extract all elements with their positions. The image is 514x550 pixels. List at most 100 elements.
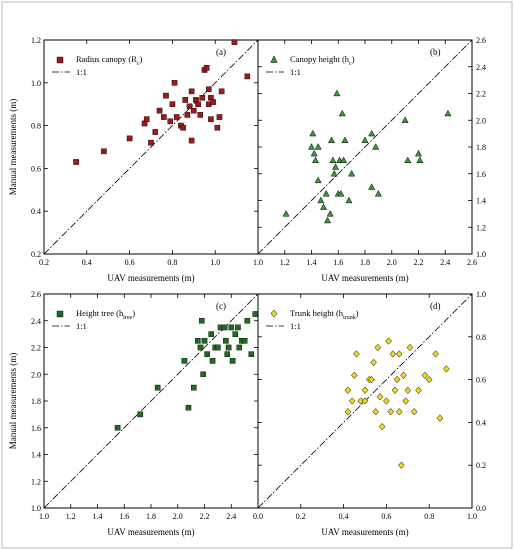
y-tick-label: 0.8 [476, 333, 486, 342]
data-point [387, 408, 395, 416]
data-point [345, 196, 353, 204]
data-point [322, 189, 330, 197]
data-point [425, 375, 433, 384]
y-tick-label: 0.4 [476, 418, 486, 427]
data-point [195, 338, 201, 344]
x-tick-label: 1.0 [253, 258, 263, 267]
data-point [173, 114, 180, 120]
data-point [338, 109, 346, 117]
y-tick-label: 1.4 [476, 197, 486, 206]
data-point [185, 404, 192, 411]
data-point [314, 176, 322, 184]
data-point [244, 317, 251, 324]
data-point [436, 414, 444, 422]
x-tick-label: 1.8 [146, 512, 156, 521]
legend-marker [270, 309, 278, 318]
x-axis-label: UAV measurements (m) [107, 273, 194, 283]
legend-label: Radius canopy (Rc) [76, 54, 143, 67]
x-tick-label: 0.2 [39, 258, 49, 267]
data-point [368, 375, 375, 384]
y-tick-label: 0.8 [31, 122, 41, 131]
data-point [340, 156, 348, 164]
data-point [137, 411, 144, 418]
data-point [231, 39, 238, 45]
y-axis-label: Manual measurements (m) [8, 353, 18, 449]
data-point [404, 156, 412, 164]
data-point [208, 116, 214, 122]
legend-marker [56, 56, 64, 64]
data-point [333, 89, 341, 97]
x-axis-label: UAV measurements (m) [321, 273, 408, 283]
y-tick-label: 1.8 [476, 143, 486, 152]
data-point [374, 343, 382, 352]
data-point [378, 423, 386, 431]
data-point [442, 365, 450, 373]
data-point [361, 397, 369, 405]
data-point [310, 149, 318, 157]
x-tick-label: 1.8 [360, 258, 370, 267]
data-point [236, 344, 243, 351]
data-point [410, 408, 418, 416]
data-point [186, 103, 193, 110]
data-point [389, 350, 397, 358]
y-tick-label: 1.4 [31, 451, 41, 460]
data-point [361, 386, 369, 394]
data-point [197, 112, 204, 118]
panel-c: 1.0 1.2 1.4 1.6 1.8 2.0 2.2 2.4 1.0 1.2 1.4 1.6 1.8 2… [8, 290, 259, 537]
x-tick-label: 2.0 [387, 258, 397, 267]
y-tick-label: 2.0 [476, 116, 486, 125]
x-tick-label: 0.2 [296, 512, 306, 521]
x-tick-label: 1.6 [119, 512, 129, 521]
data-point [232, 331, 239, 337]
y-tick-label: 2.2 [31, 344, 41, 353]
data-point [241, 338, 248, 344]
data-point [229, 358, 236, 364]
x-axis-label: UAV measurements (m) [321, 527, 408, 537]
data-point [195, 101, 201, 107]
x-tick-label: 1.4 [93, 512, 103, 521]
panel-b: 1.0 1.2 1.4 1.6 1.8 2.0 2.2 2.4 2.61.01.21.41.61… [253, 36, 486, 283]
data-point [167, 118, 174, 125]
data-point [209, 358, 216, 364]
x-tick-label: 0.0 [253, 512, 263, 521]
y-tick-label: 1.0 [31, 504, 41, 513]
data-point [393, 375, 401, 384]
data-point [210, 99, 216, 105]
y-tick-label: 0.2 [476, 461, 486, 470]
data-point [444, 109, 452, 117]
data-point [218, 88, 225, 95]
data-point [348, 397, 356, 405]
data-point [188, 137, 195, 144]
data-point [171, 79, 178, 86]
y-tick-label: 2.0 [31, 370, 41, 379]
data-point [190, 107, 197, 114]
data-point [402, 397, 409, 405]
data-point [370, 358, 377, 367]
data-point [311, 156, 320, 164]
legend-line-label: 1:1 [290, 67, 301, 77]
panel-label: (c) [216, 301, 226, 311]
x-tick-label: 0.6 [125, 258, 135, 267]
x-tick-label: 0.8 [424, 512, 434, 521]
data-point [404, 386, 412, 394]
data-point [350, 371, 358, 379]
data-point [252, 311, 259, 317]
legend-label: Height tree (htree) [76, 308, 135, 321]
data-point [225, 344, 232, 351]
x-tick-label: 2.0 [173, 512, 183, 521]
y-tick-label: 1.6 [31, 424, 41, 433]
data-point [326, 210, 334, 217]
data-point [361, 136, 369, 143]
y-tick-label: 2.4 [476, 63, 486, 72]
data-point [221, 324, 228, 331]
data-point [368, 183, 376, 190]
data-point [200, 371, 206, 378]
legend-label: Trunk height (htrunk) [290, 308, 359, 321]
data-point [199, 317, 205, 324]
data-point [330, 169, 338, 177]
x-tick-label: 2.2 [414, 258, 424, 267]
data-point [190, 384, 197, 391]
data-point [204, 351, 210, 357]
x-tick-label: 2.6 [467, 258, 477, 267]
x-tick-label: 1.2 [280, 258, 290, 267]
